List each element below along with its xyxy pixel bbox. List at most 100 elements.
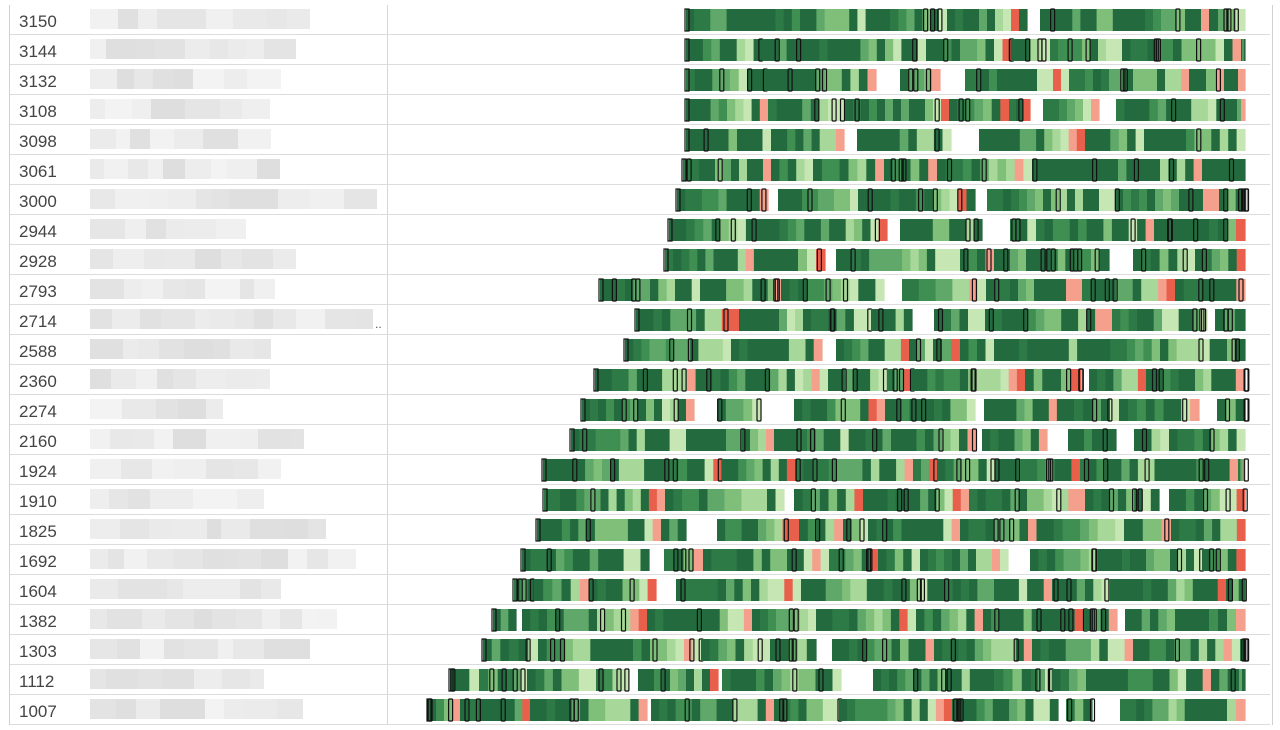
- timeline-segment: [1219, 369, 1229, 391]
- timeline-segment: [1141, 249, 1152, 271]
- timeline-segment: [755, 309, 764, 331]
- timeline-segment: [979, 9, 988, 31]
- timeline-segment: [736, 39, 746, 61]
- timeline-segment: [1060, 579, 1070, 601]
- timeline-segment: [862, 459, 872, 481]
- timeline-segment: [1182, 639, 1192, 661]
- event-marker: [999, 518, 1005, 542]
- timeline-segment: [717, 519, 726, 541]
- timeline-segment: [544, 489, 553, 511]
- timeline-segment: [1193, 159, 1203, 181]
- timeline-segment: [630, 609, 640, 631]
- timeline-segment: [584, 489, 593, 511]
- timeline-segment: [1198, 39, 1208, 61]
- timeline-segment: [646, 669, 655, 691]
- timeline-segment: [984, 699, 994, 721]
- event-marker: [1130, 218, 1136, 242]
- timeline-segment: [761, 639, 771, 661]
- timeline-segment: [1012, 669, 1023, 691]
- timeline-segment: [1142, 579, 1152, 601]
- timeline-segment: [1218, 9, 1228, 31]
- timeline-segment: [918, 519, 928, 541]
- timeline-segment: [778, 39, 788, 61]
- timeline-segment: [943, 249, 953, 271]
- timeline-segment: [1186, 129, 1196, 151]
- table-row: 3132: [10, 65, 1270, 95]
- timeline-segment: [638, 609, 648, 631]
- timeline-segment: [1006, 429, 1016, 451]
- timeline-segment: [947, 9, 956, 31]
- timeline-segment: [1235, 369, 1245, 391]
- event-marker: [971, 428, 978, 452]
- timeline-segment: [1041, 699, 1051, 721]
- timeline-segment: [854, 489, 864, 511]
- event-marker: [1091, 398, 1098, 422]
- timeline-segment: [960, 279, 970, 301]
- timeline-segment: [794, 369, 804, 391]
- timeline-segment: [1007, 639, 1017, 661]
- event-marker: [1073, 248, 1079, 272]
- event-marker: [593, 368, 599, 392]
- timeline-segment: [945, 159, 955, 181]
- timeline-segment: [951, 519, 961, 541]
- table-row: 3150: [10, 5, 1270, 35]
- timeline-segment: [803, 459, 813, 481]
- timeline-segment: [837, 219, 847, 241]
- row-id-label: 3144: [19, 42, 57, 61]
- timeline-segment: [1195, 189, 1204, 211]
- timeline-segment: [1060, 489, 1069, 511]
- timeline-segment: [767, 489, 777, 511]
- timeline-segment: [1181, 69, 1190, 91]
- timeline-segment: [786, 459, 796, 481]
- event-marker: [1209, 428, 1215, 452]
- timeline-row-3000: [675, 188, 1250, 212]
- timeline-segment: [878, 549, 887, 571]
- event-marker: [892, 368, 898, 392]
- timeline-segment: [787, 129, 796, 151]
- timeline-segment: [1003, 669, 1014, 691]
- timeline-segment: [500, 609, 509, 631]
- event-marker: [549, 638, 556, 662]
- timeline-segment: [1088, 9, 1098, 31]
- timeline-segment: [1110, 399, 1120, 421]
- timeline-segment: [687, 609, 697, 631]
- event-marker: [764, 368, 771, 392]
- timeline-segment: [686, 69, 696, 91]
- timeline-segment: [692, 579, 702, 601]
- timeline-segment: [1217, 399, 1227, 421]
- event-marker: [814, 98, 820, 122]
- timeline-segment: [552, 489, 561, 511]
- timeline-segment: [737, 369, 746, 391]
- timeline-segment: [908, 429, 918, 451]
- timeline-segment: [942, 399, 951, 421]
- timeline-segment: [598, 549, 608, 571]
- timeline-segment: [1098, 279, 1108, 301]
- timeline-segment: [1228, 129, 1238, 151]
- timeline-segment: [1053, 519, 1064, 541]
- timeline-segment: [1178, 309, 1188, 331]
- event-marker: [1241, 578, 1247, 602]
- event-marker: [1086, 308, 1092, 332]
- timeline-segment: [745, 549, 754, 571]
- timeline-segment: [1015, 639, 1025, 661]
- timeline-segment: [703, 69, 713, 91]
- timeline-segment: [620, 429, 630, 451]
- timeline-segment: [779, 639, 789, 661]
- event-marker: [448, 668, 454, 692]
- timeline-segment: [520, 579, 528, 601]
- timeline-segment: [865, 609, 875, 631]
- event-marker: [1055, 188, 1061, 212]
- timeline-segment: [790, 69, 800, 91]
- timeline-segment: [662, 369, 672, 391]
- timeline-segment: [1000, 549, 1009, 571]
- timeline-row-3098: [684, 128, 1246, 152]
- timeline-segment: [1193, 9, 1202, 31]
- timeline-segment: [733, 489, 743, 511]
- timeline-segment: [1040, 399, 1050, 421]
- timeline-segment: [927, 369, 936, 391]
- event-marker: [1234, 338, 1241, 362]
- timeline-segment: [1131, 189, 1140, 211]
- timeline-segment: [790, 519, 800, 541]
- timeline-segment: [579, 579, 590, 601]
- timeline-segment: [1113, 459, 1122, 481]
